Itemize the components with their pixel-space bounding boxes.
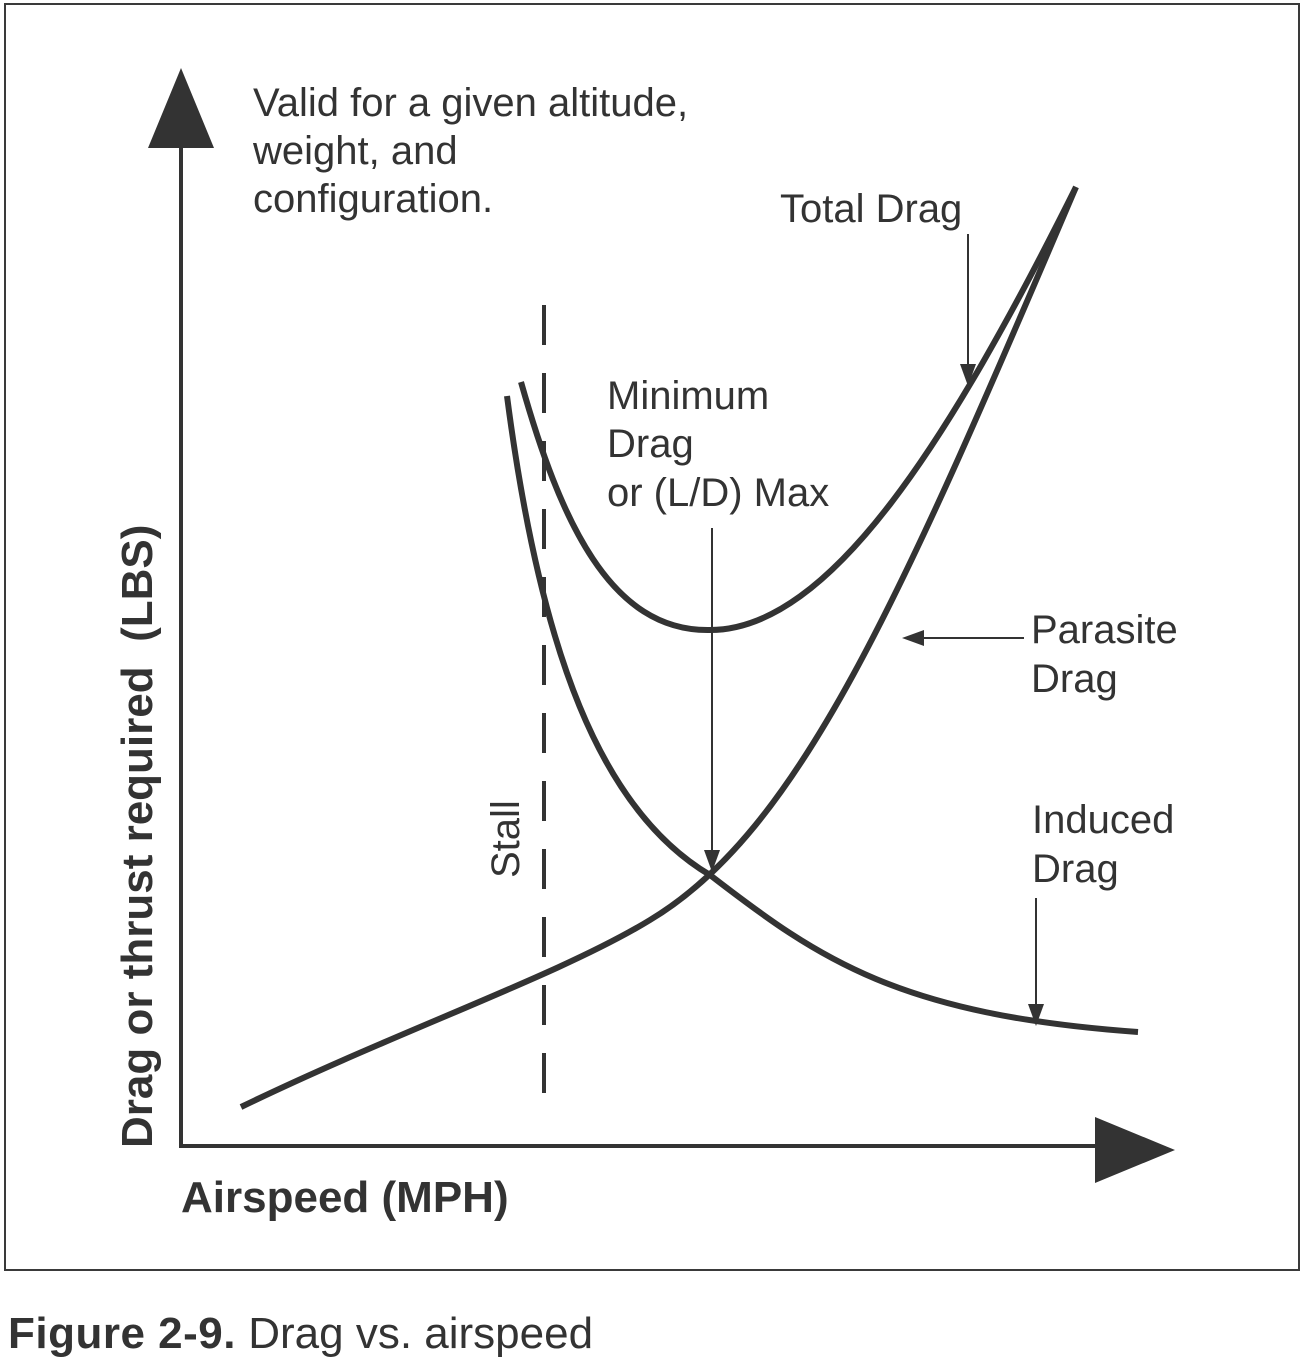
induced-drag-curve xyxy=(504,395,1139,1035)
y-axis-label: Drag or thrust required (LBS) xyxy=(113,525,162,1148)
figure-title: Drag vs. airspeed xyxy=(236,1309,594,1358)
parasite-drag-label: Parasite Drag xyxy=(1031,608,1189,701)
figure-number: Figure 2-9. xyxy=(8,1309,236,1358)
y-axis-arrowhead xyxy=(148,68,214,148)
figure-caption: Figure 2-9. Drag vs. airspeed xyxy=(8,1306,593,1362)
figure-frame xyxy=(4,3,1300,1271)
total-drag-curve xyxy=(518,185,1079,634)
total-drag-pointer-head xyxy=(960,364,976,386)
stall-label: Stall xyxy=(484,800,528,878)
x-axis-label: Airspeed (MPH) xyxy=(181,1173,509,1222)
parasite-drag-curve xyxy=(239,185,1079,1110)
x-axis-arrowhead xyxy=(1095,1117,1175,1183)
induced-drag-label: Induced Drag xyxy=(1032,798,1185,891)
induced-drag-pointer-head xyxy=(1028,1004,1044,1026)
drag-airspeed-diagram: Valid for a given altitude, weight, and … xyxy=(113,68,1189,1222)
validity-note: Valid for a given altitude, weight, and … xyxy=(252,81,699,221)
min-drag-pointer-head xyxy=(704,850,720,872)
parasite-drag-pointer-head xyxy=(902,630,924,646)
min-drag-label: Minimum Drag or (L/D) Max xyxy=(607,374,829,515)
total-drag-label: Total Drag xyxy=(780,187,962,231)
